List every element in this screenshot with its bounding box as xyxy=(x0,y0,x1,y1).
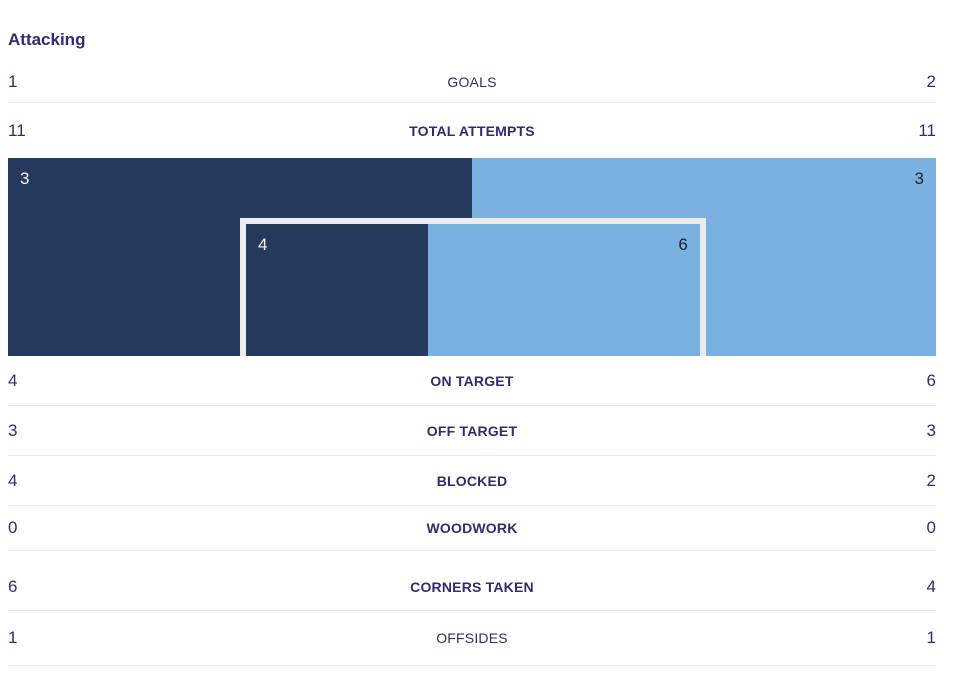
stat-row-on-target: 4 ON TARGET 6 xyxy=(8,356,936,406)
stat-row-woodwork: 0 WOODWORK 0 xyxy=(8,506,936,551)
home-value: 1 xyxy=(8,72,18,91)
away-value: 3 xyxy=(926,420,936,440)
stat-row-corners-taken: 6 CORNERS TAKEN 4 xyxy=(8,563,936,611)
stat-row-offsides: 1 OFFSIDES 1 xyxy=(8,611,936,666)
stat-label: TOTAL ATTEMPTS xyxy=(409,122,535,139)
outer-away-value: 3 xyxy=(914,169,924,188)
stat-row-total-attempts: 11 TOTAL ATTEMPTS 11 xyxy=(8,103,936,158)
stat-row-off-target: 3 OFF TARGET 3 xyxy=(8,406,936,456)
away-value: 1 xyxy=(926,628,936,647)
home-value: 6 xyxy=(8,576,18,596)
goal-home-bar: 4 xyxy=(246,224,428,356)
stat-label: WOODWORK xyxy=(426,520,518,536)
home-value: 1 xyxy=(8,628,18,647)
stat-label: OFF TARGET xyxy=(426,422,518,439)
goal-away-value: 6 xyxy=(678,235,688,254)
home-value: 3 xyxy=(8,420,18,440)
goal-away-bar: 6 xyxy=(427,224,700,356)
shot-placement-chart: 3 3 4 6 xyxy=(8,158,936,356)
home-value: 0 xyxy=(8,518,18,537)
outer-home-value: 3 xyxy=(20,169,30,188)
page-title: Attacking xyxy=(8,30,86,49)
stat-row-goals: 1 GOALS 2 xyxy=(8,62,936,103)
stat-label: ON TARGET xyxy=(430,372,514,389)
stat-label: CORNERS TAKEN xyxy=(410,578,534,595)
home-value: 4 xyxy=(8,370,18,390)
away-value: 4 xyxy=(926,576,936,596)
goal-home-value: 4 xyxy=(258,235,268,254)
away-value: 0 xyxy=(926,518,936,537)
stat-label: GOALS xyxy=(447,74,497,90)
away-value: 2 xyxy=(926,470,936,490)
stat-row-blocked: 4 BLOCKED 2 xyxy=(8,456,936,506)
stat-label: BLOCKED xyxy=(436,472,508,489)
goal-frame: 4 6 xyxy=(240,218,706,356)
away-value: 6 xyxy=(926,370,936,390)
away-value: 11 xyxy=(918,120,936,140)
home-value: 4 xyxy=(8,470,18,490)
stat-label: OFFSIDES xyxy=(436,630,508,646)
away-value: 2 xyxy=(926,72,936,91)
home-value: 11 xyxy=(8,120,26,140)
